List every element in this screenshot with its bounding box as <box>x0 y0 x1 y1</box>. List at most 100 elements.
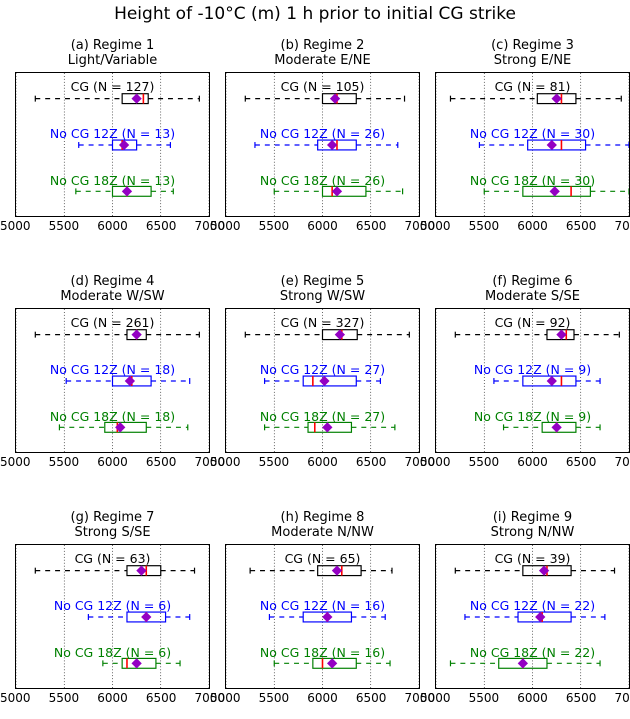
x-tick-labels: 50005500600065007000 <box>420 219 630 233</box>
panel-title-line1: (i) Regime 9 <box>493 510 572 525</box>
boxplot-nocg12 <box>465 612 605 622</box>
panel-title-line1: (b) Regime 2 <box>281 38 365 53</box>
label-nocg12: No CG 12Z (N = 13) <box>16 126 209 141</box>
panel-d: (d) Regime 4 Moderate W/SW CG (N = 261) … <box>15 274 210 474</box>
panel-title: (a) Regime 1 Light/Variable <box>15 38 210 72</box>
panel-title-line2: Strong S/SE <box>74 525 150 540</box>
xtick-label: 5000 <box>210 219 241 233</box>
xtick-label: 5000 <box>210 691 241 705</box>
boxplot-cg <box>455 566 614 576</box>
x-tick-labels: 50005500600065007000 <box>0 219 225 233</box>
boxplot-cg <box>450 94 621 104</box>
label-cg: CG (N = 39) <box>436 551 629 566</box>
boxplot-cg <box>35 94 199 104</box>
panel-a: (a) Regime 1 Light/Variable CG (N = 127)… <box>15 38 210 238</box>
x-tick-labels: 50005500600065007000 <box>210 219 435 233</box>
xtick-label: 5500 <box>469 455 500 469</box>
xtick-label: 6000 <box>97 455 128 469</box>
xtick-label: 7000 <box>614 455 630 469</box>
panel-title-line1: (c) Regime 3 <box>491 38 574 53</box>
x-tick-labels: 50005500600065007000 <box>210 691 435 705</box>
xtick-label: 6000 <box>517 219 548 233</box>
x-tick-labels: 50005500600065007000 <box>0 691 225 705</box>
xtick-label: 6500 <box>566 455 597 469</box>
boxplot-nocg12 <box>66 376 190 386</box>
panel-h: (h) Regime 8 Moderate N/NW CG (N = 65) N… <box>225 510 420 710</box>
xtick-label: 6000 <box>307 219 338 233</box>
panel-title-line1: (h) Regime 8 <box>281 510 365 525</box>
panel-title: (i) Regime 9 Strong N/NW <box>435 510 630 544</box>
boxplot-cg <box>245 330 409 340</box>
axes: CG (N = 92) No CG 12Z (N = 9) No CG 18Z … <box>435 308 630 453</box>
label-nocg12: No CG 12Z (N = 30) <box>436 126 629 141</box>
xtick-label: 5000 <box>0 219 31 233</box>
xtick-label: 5000 <box>420 691 451 705</box>
panel-title-line2: Moderate S/SE <box>485 289 580 304</box>
boxplot-nocg12 <box>494 376 600 386</box>
xtick-label: 6500 <box>356 691 387 705</box>
xtick-label: 5500 <box>469 219 500 233</box>
panel-b: (b) Regime 2 Moderate E/NE CG (N = 105) … <box>225 38 420 238</box>
xtick-label: 5500 <box>259 219 290 233</box>
xtick-label: 6500 <box>356 219 387 233</box>
panel-title-line1: (f) Regime 6 <box>492 274 572 289</box>
panel-title-line1: (g) Regime 7 <box>71 510 155 525</box>
boxplot-cg <box>250 566 392 576</box>
xtick-label: 7000 <box>614 219 630 233</box>
figure-suptitle: Height of -10°C (m) 1 h prior to initial… <box>0 4 630 24</box>
label-nocg18: No CG 18Z (N = 30) <box>436 173 629 188</box>
xtick-label: 6500 <box>566 691 597 705</box>
axes: CG (N = 105) No CG 12Z (N = 26) No CG 18… <box>225 72 420 217</box>
axes: CG (N = 127) No CG 12Z (N = 13) No CG 18… <box>15 72 210 217</box>
panel-g: (g) Regime 7 Strong S/SE CG (N = 63) No … <box>15 510 210 710</box>
label-nocg12: No CG 12Z (N = 26) <box>226 126 419 141</box>
x-tick-labels: 50005500600065007000 <box>420 455 630 469</box>
x-tick-labels: 50005500600065007000 <box>0 455 225 469</box>
xtick-label: 5500 <box>49 691 80 705</box>
boxplot-nocg12 <box>79 140 171 150</box>
label-cg: CG (N = 81) <box>436 79 629 94</box>
panel-title-line1: (d) Regime 4 <box>71 274 155 289</box>
boxplot-nocg12 <box>479 140 629 150</box>
axes: CG (N = 65) No CG 12Z (N = 16) No CG 18Z… <box>225 544 420 689</box>
panel-title: (f) Regime 6 Moderate S/SE <box>435 274 630 308</box>
boxplot-cg <box>35 330 199 340</box>
axes: CG (N = 81) No CG 12Z (N = 30) No CG 18Z… <box>435 72 630 217</box>
label-nocg12: No CG 12Z (N = 18) <box>16 362 209 377</box>
xtick-label: 5500 <box>49 455 80 469</box>
label-nocg12: No CG 12Z (N = 22) <box>436 598 629 613</box>
label-nocg12: No CG 12Z (N = 9) <box>436 362 629 377</box>
panel-title-line2: Strong N/NW <box>491 525 575 540</box>
axes: CG (N = 63) No CG 12Z (N = 6) No CG 18Z … <box>15 544 210 689</box>
panel-title-line1: (a) Regime 1 <box>71 38 155 53</box>
panel-title: (e) Regime 5 Strong W/SW <box>225 274 420 308</box>
xtick-label: 5000 <box>210 455 241 469</box>
xtick-label: 5000 <box>420 219 451 233</box>
label-cg: CG (N = 261) <box>16 315 209 330</box>
boxplot-nocg12 <box>269 612 385 622</box>
label-cg: CG (N = 127) <box>16 79 209 94</box>
xtick-label: 6000 <box>517 691 548 705</box>
label-cg: CG (N = 327) <box>226 315 419 330</box>
label-nocg18: No CG 18Z (N = 9) <box>436 409 629 424</box>
xtick-label: 6000 <box>97 691 128 705</box>
label-nocg12: No CG 12Z (N = 27) <box>226 362 419 377</box>
xtick-label: 6500 <box>356 455 387 469</box>
xtick-label: 5500 <box>259 691 290 705</box>
axes: CG (N = 327) No CG 12Z (N = 27) No CG 18… <box>225 308 420 453</box>
label-nocg12: No CG 12Z (N = 16) <box>226 598 419 613</box>
x-tick-labels: 50005500600065007000 <box>210 455 435 469</box>
boxplot-nocg12 <box>88 612 189 622</box>
xtick-label: 6500 <box>146 219 177 233</box>
axes: CG (N = 39) No CG 12Z (N = 22) No CG 18Z… <box>435 544 630 689</box>
panel-title: (g) Regime 7 Strong S/SE <box>15 510 210 544</box>
panel-c: (c) Regime 3 Strong E/NE CG (N = 81) No … <box>435 38 630 238</box>
boxplot-cg <box>455 330 619 340</box>
xtick-label: 6000 <box>517 455 548 469</box>
axes: CG (N = 261) No CG 12Z (N = 18) No CG 18… <box>15 308 210 453</box>
label-nocg12: No CG 12Z (N = 6) <box>16 598 209 613</box>
panel-f: (f) Regime 6 Moderate S/SE CG (N = 92) N… <box>435 274 630 474</box>
boxplot-cg <box>245 94 404 104</box>
panel-title-line1: (e) Regime 5 <box>281 274 365 289</box>
label-cg: CG (N = 105) <box>226 79 419 94</box>
